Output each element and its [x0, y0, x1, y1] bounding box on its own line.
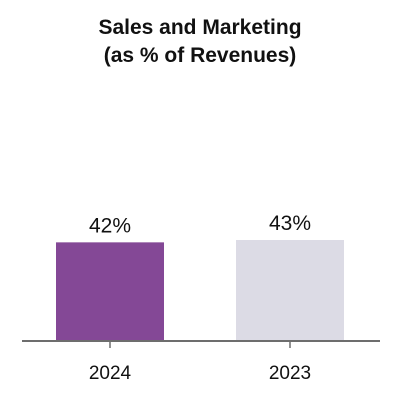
x-tick-label-2024: 2024 — [89, 363, 132, 384]
data-label-2024: 42% — [89, 214, 131, 237]
x-tick-label-2023: 2023 — [269, 363, 311, 384]
chart-title: Sales and Marketing (as % of Revenues) — [0, 14, 400, 70]
data-label-2023: 43% — [269, 212, 311, 235]
bar-2023 — [236, 240, 344, 341]
bar-2024 — [56, 242, 164, 341]
chart-title-line-2: (as % of Revenues) — [103, 44, 297, 67]
chart-title-line-1: Sales and Marketing — [98, 16, 302, 39]
